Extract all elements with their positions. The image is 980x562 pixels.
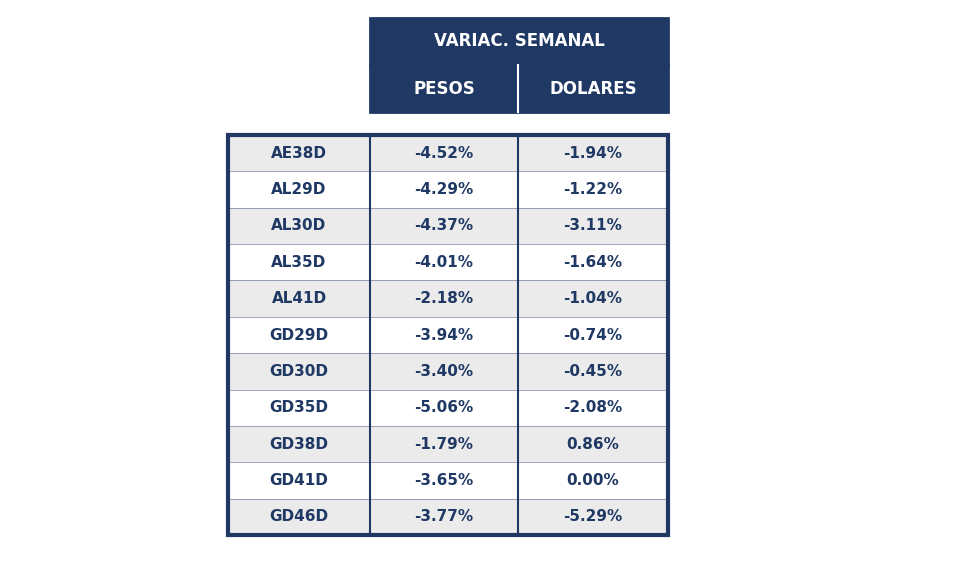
Text: -3.65%: -3.65% (415, 473, 473, 488)
Text: AL29D: AL29D (271, 182, 326, 197)
Text: GD29D: GD29D (270, 328, 328, 342)
Bar (370, 65, 668, 112)
Text: -1.22%: -1.22% (564, 182, 622, 197)
Text: VARIAC. SEMANAL: VARIAC. SEMANAL (433, 33, 605, 51)
Bar (228, 280, 668, 317)
Bar (228, 244, 668, 280)
Text: AL35D: AL35D (271, 255, 326, 270)
Bar (228, 389, 668, 426)
Text: GD46D: GD46D (270, 509, 328, 524)
Text: -4.01%: -4.01% (415, 255, 473, 270)
Text: -3.11%: -3.11% (564, 219, 622, 233)
Text: -1.64%: -1.64% (564, 255, 622, 270)
Text: AE38D: AE38D (271, 146, 327, 161)
Bar (228, 498, 668, 535)
Text: GD41D: GD41D (270, 473, 328, 488)
Bar (228, 135, 668, 171)
Text: -3.94%: -3.94% (415, 328, 473, 342)
Text: -4.29%: -4.29% (415, 182, 473, 197)
Bar (228, 208, 668, 244)
Text: -2.18%: -2.18% (415, 291, 473, 306)
Text: 0.00%: 0.00% (566, 473, 619, 488)
Text: GD30D: GD30D (270, 364, 328, 379)
Text: -3.40%: -3.40% (415, 364, 473, 379)
Bar (228, 317, 668, 353)
Text: -1.79%: -1.79% (415, 437, 473, 452)
Text: PESOS: PESOS (414, 79, 475, 97)
Text: -0.74%: -0.74% (564, 328, 622, 342)
Text: 0.86%: 0.86% (566, 437, 619, 452)
Text: -4.52%: -4.52% (415, 146, 473, 161)
Bar (228, 171, 668, 208)
Text: -5.29%: -5.29% (564, 509, 622, 524)
Text: -1.04%: -1.04% (564, 291, 622, 306)
Text: -4.37%: -4.37% (415, 219, 473, 233)
Bar (370, 18, 668, 65)
Text: -1.94%: -1.94% (564, 146, 622, 161)
Text: -5.06%: -5.06% (415, 400, 473, 415)
Text: -2.08%: -2.08% (564, 400, 622, 415)
Text: GD35D: GD35D (270, 400, 328, 415)
Text: GD38D: GD38D (270, 437, 328, 452)
Text: DOLARES: DOLARES (549, 79, 637, 97)
Text: -3.77%: -3.77% (415, 509, 473, 524)
Bar (228, 426, 668, 463)
Text: -0.45%: -0.45% (564, 364, 622, 379)
Bar (228, 463, 668, 498)
Bar (228, 353, 668, 389)
Text: AL30D: AL30D (271, 219, 326, 233)
Text: AL41D: AL41D (271, 291, 326, 306)
Bar (228, 135, 668, 535)
